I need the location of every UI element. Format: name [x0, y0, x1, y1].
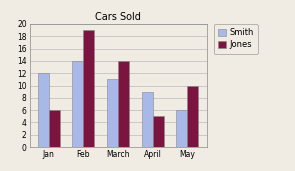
Bar — [72, 61, 83, 147]
Bar — [49, 110, 60, 147]
Bar — [37, 73, 49, 147]
Bar — [187, 86, 199, 147]
Bar — [118, 61, 129, 147]
Bar — [176, 110, 187, 147]
Legend: Smith, Jones: Smith, Jones — [214, 24, 258, 54]
Bar — [83, 30, 94, 147]
Bar — [153, 116, 164, 147]
Bar — [107, 79, 118, 147]
Bar — [142, 92, 153, 147]
Title: Cars Sold: Cars Sold — [95, 12, 141, 22]
